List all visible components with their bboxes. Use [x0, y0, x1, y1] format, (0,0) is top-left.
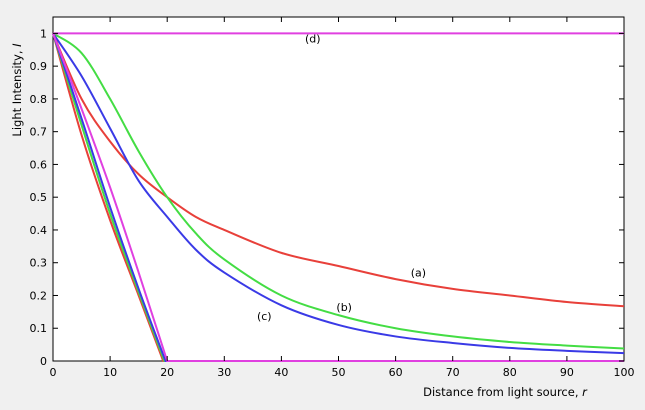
y-tick-label: 0.2	[30, 289, 48, 302]
x-tick-label: 70	[446, 366, 460, 379]
x-tick-label: 20	[160, 366, 174, 379]
x-axis-label: Distance from light source, r	[423, 385, 588, 399]
y-axis-label: Light Intensity, I	[10, 43, 24, 137]
annotation-label: (c)	[257, 310, 272, 323]
series-line-green-6	[52, 33, 624, 362]
series-line-red-1	[52, 32, 625, 308]
y-tick-label: 0	[40, 355, 47, 368]
x-axis-label-text: Distance from light source,	[423, 385, 578, 399]
x-tick-label: 30	[217, 366, 231, 379]
x-tick-label: 90	[560, 366, 574, 379]
x-tick-label: 50	[332, 366, 346, 379]
series-line-green-2	[52, 32, 625, 350]
y-tick-label: 0.1	[30, 322, 48, 335]
y-tick-label: 0.6	[30, 158, 48, 171]
tick-layer: 0 10 20 30 40 50 60 70 80 90 100 0 0.1 0.2 0.3 0.4 0.5 0.…	[30, 17, 635, 379]
annotation-label: (b)	[336, 301, 352, 314]
x-tick-label: 10	[103, 366, 117, 379]
series-layer	[52, 32, 625, 362]
y-tick-label: 0.5	[30, 191, 48, 204]
x-axis-label-var: r	[582, 385, 588, 399]
series-line-red-5	[52, 33, 624, 362]
x-tick-label: 0	[50, 366, 57, 379]
y-tick-label: 0.9	[30, 60, 48, 73]
x-tick-label: 40	[274, 366, 288, 379]
x-tick-label: 60	[389, 366, 403, 379]
y-axis-label-var: I	[10, 43, 24, 47]
y-tick-label: 0.7	[30, 126, 48, 139]
series-line-blue-7	[52, 33, 624, 362]
x-tick-label: 100	[614, 366, 635, 379]
series-line-magenta-8	[52, 33, 624, 362]
y-tick-label: 0.3	[30, 257, 48, 270]
x-tick-label: 80	[503, 366, 517, 379]
annotation-label: (a)	[411, 267, 426, 280]
annotation-label: (d)	[305, 32, 321, 45]
y-tick-label: 0.4	[30, 224, 48, 237]
y-tick-label: 0.8	[30, 93, 48, 106]
annotation-layer: (a) (b) (c) (d)	[257, 32, 426, 323]
y-axis-label-text: Light Intensity,	[10, 50, 24, 136]
y-tick-label: 1	[40, 27, 47, 40]
series-line-blue-3	[52, 32, 625, 355]
